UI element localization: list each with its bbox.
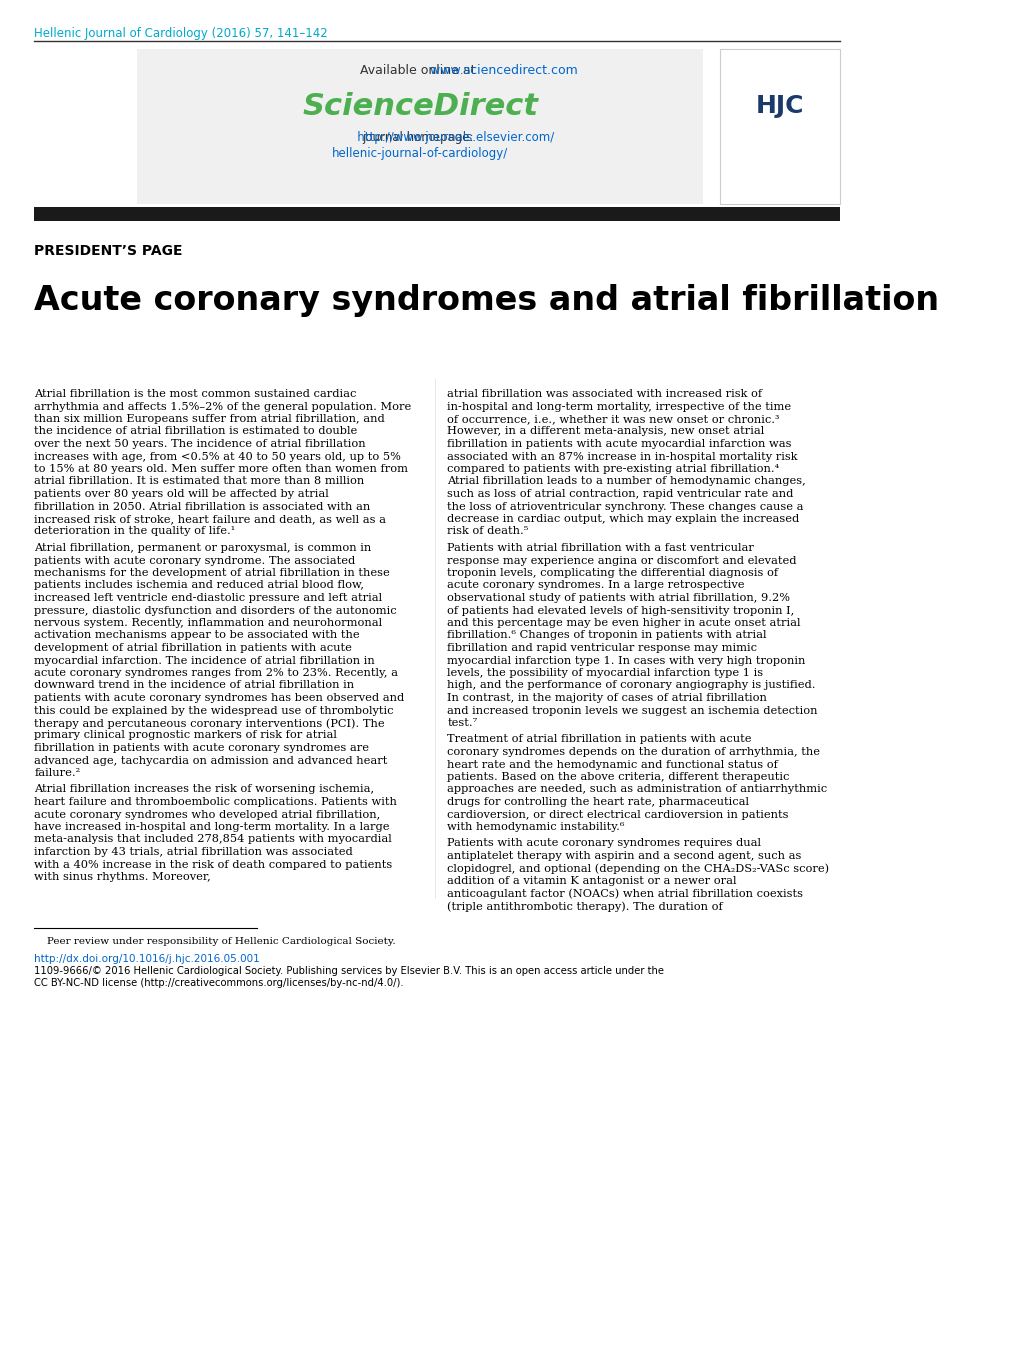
- Text: fibrillation.⁶ Changes of troponin in patients with atrial: fibrillation.⁶ Changes of troponin in pa…: [447, 631, 766, 640]
- Text: the loss of atrioventricular synchrony. These changes cause a: the loss of atrioventricular synchrony. …: [447, 501, 803, 511]
- Text: increases with age, from <0.5% at 40 to 50 years old, up to 5%: increases with age, from <0.5% at 40 to …: [35, 451, 400, 462]
- FancyBboxPatch shape: [137, 49, 702, 204]
- Text: than six million Europeans suffer from atrial fibrillation, and: than six million Europeans suffer from a…: [35, 414, 384, 424]
- FancyBboxPatch shape: [35, 207, 840, 222]
- Text: with a 40% increase in the risk of death compared to patients: with a 40% increase in the risk of death…: [35, 859, 392, 870]
- Text: downward trend in the incidence of atrial fibrillation in: downward trend in the incidence of atria…: [35, 681, 354, 690]
- Text: levels, the possibility of myocardial infarction type 1 is: levels, the possibility of myocardial in…: [447, 669, 763, 678]
- Text: fibrillation and rapid ventricular response may mimic: fibrillation and rapid ventricular respo…: [447, 643, 757, 654]
- Text: troponin levels, complicating the differential diagnosis of: troponin levels, complicating the differ…: [447, 568, 777, 578]
- Text: deterioration in the quality of life.¹: deterioration in the quality of life.¹: [35, 526, 235, 537]
- Text: Atrial fibrillation leads to a number of hemodynamic changes,: Atrial fibrillation leads to a number of…: [447, 477, 805, 487]
- Text: (triple antithrombotic therapy). The duration of: (triple antithrombotic therapy). The dur…: [447, 901, 722, 912]
- Text: patients includes ischemia and reduced atrial blood flow,: patients includes ischemia and reduced a…: [35, 580, 364, 591]
- Text: this could be explained by the widespread use of thrombolytic: this could be explained by the widesprea…: [35, 705, 393, 715]
- Text: PRESIDENT’S PAGE: PRESIDENT’S PAGE: [35, 245, 182, 258]
- Text: with sinus rhythms. Moreover,: with sinus rhythms. Moreover,: [35, 872, 211, 882]
- Text: increased risk of stroke, heart failure and death, as well as a: increased risk of stroke, heart failure …: [35, 514, 386, 525]
- Text: infarction by 43 trials, atrial fibrillation was associated: infarction by 43 trials, atrial fibrilla…: [35, 847, 353, 858]
- Text: Patients with atrial fibrillation with a fast ventricular: Patients with atrial fibrillation with a…: [447, 544, 754, 553]
- Text: of patients had elevated levels of high-sensitivity troponin I,: of patients had elevated levels of high-…: [447, 606, 794, 616]
- Text: addition of a vitamin K antagonist or a newer oral: addition of a vitamin K antagonist or a …: [447, 877, 737, 886]
- Text: therapy and percutaneous coronary interventions (PCI). The: therapy and percutaneous coronary interv…: [35, 718, 384, 728]
- Text: However, in a different meta-analysis, new onset atrial: However, in a different meta-analysis, n…: [447, 427, 764, 436]
- Text: www.sciencedirect.com: www.sciencedirect.com: [262, 64, 578, 77]
- Text: Treatment of atrial fibrillation in patients with acute: Treatment of atrial fibrillation in pati…: [447, 734, 751, 745]
- Text: high, and the performance of coronary angiography is justified.: high, and the performance of coronary an…: [447, 681, 815, 690]
- Text: and this percentage may be even higher in acute onset atrial: and this percentage may be even higher i…: [447, 618, 800, 628]
- Text: primary clinical prognostic markers of risk for atrial: primary clinical prognostic markers of r…: [35, 731, 337, 741]
- Text: heart rate and the hemodynamic and functional status of: heart rate and the hemodynamic and funct…: [447, 760, 777, 769]
- Text: http://dx.doi.org/10.1016/j.hjc.2016.05.001: http://dx.doi.org/10.1016/j.hjc.2016.05.…: [35, 954, 260, 964]
- Text: atrial fibrillation was associated with increased risk of: atrial fibrillation was associated with …: [447, 389, 762, 400]
- Text: patients with acute coronary syndromes has been observed and: patients with acute coronary syndromes h…: [35, 693, 405, 703]
- Text: CC BY-NC-ND license (http://creativecommons.org/licenses/by-nc-nd/4.0/).: CC BY-NC-ND license (http://creativecomm…: [35, 977, 404, 988]
- Text: Acute coronary syndromes and atrial fibrillation: Acute coronary syndromes and atrial fibr…: [35, 284, 938, 317]
- Text: coronary syndromes depends on the duration of arrhythmia, the: coronary syndromes depends on the durati…: [447, 747, 819, 757]
- Text: In contrast, in the majority of cases of atrial fibrillation: In contrast, in the majority of cases of…: [447, 693, 766, 703]
- Text: atrial fibrillation. It is estimated that more than 8 million: atrial fibrillation. It is estimated tha…: [35, 477, 364, 487]
- Text: hellenic-journal-of-cardiology/: hellenic-journal-of-cardiology/: [331, 147, 507, 160]
- Text: Patients with acute coronary syndromes requires dual: Patients with acute coronary syndromes r…: [447, 839, 761, 848]
- Text: in-hospital and long-term mortality, irrespective of the time: in-hospital and long-term mortality, irr…: [447, 401, 791, 412]
- Text: and increased troponin levels we suggest an ischemia detection: and increased troponin levels we suggest…: [447, 705, 817, 715]
- Text: observational study of patients with atrial fibrillation, 9.2%: observational study of patients with atr…: [447, 593, 790, 603]
- Text: journal homepage:: journal homepage:: [362, 130, 477, 144]
- Text: HJC: HJC: [755, 94, 804, 118]
- Text: nervous system. Recently, inflammation and neurohormonal: nervous system. Recently, inflammation a…: [35, 618, 382, 628]
- Text: clopidogrel, and optional (depending on the CHA₂DS₂-VASc score): clopidogrel, and optional (depending on …: [447, 863, 828, 874]
- Text: anticoagulant factor (NOACs) when atrial fibrillation coexists: anticoagulant factor (NOACs) when atrial…: [447, 889, 803, 900]
- Text: over the next 50 years. The incidence of atrial fibrillation: over the next 50 years. The incidence of…: [35, 439, 366, 448]
- Text: compared to patients with pre-existing atrial fibrillation.⁴: compared to patients with pre-existing a…: [447, 463, 779, 474]
- Text: patients with acute coronary syndrome. The associated: patients with acute coronary syndrome. T…: [35, 556, 356, 565]
- Text: meta-analysis that included 278,854 patients with myocardial: meta-analysis that included 278,854 pati…: [35, 834, 391, 844]
- Text: response may experience angina or discomfort and elevated: response may experience angina or discom…: [447, 556, 796, 565]
- Text: development of atrial fibrillation in patients with acute: development of atrial fibrillation in pa…: [35, 643, 352, 654]
- Text: fibrillation in patients with acute myocardial infarction was: fibrillation in patients with acute myoc…: [447, 439, 791, 448]
- Text: acute coronary syndromes who developed atrial fibrillation,: acute coronary syndromes who developed a…: [35, 810, 380, 819]
- Text: cardioversion, or direct electrical cardioversion in patients: cardioversion, or direct electrical card…: [447, 810, 789, 819]
- FancyBboxPatch shape: [719, 49, 840, 204]
- Text: risk of death.⁵: risk of death.⁵: [447, 526, 528, 537]
- Text: approaches are needed, such as administration of antiarrhythmic: approaches are needed, such as administr…: [447, 784, 826, 795]
- Text: patients over 80 years old will be affected by atrial: patients over 80 years old will be affec…: [35, 489, 329, 499]
- Text: 1109-9666/© 2016 Hellenic Cardiological Society. Publishing services by Elsevier: 1109-9666/© 2016 Hellenic Cardiological …: [35, 966, 663, 977]
- Text: drugs for controlling the heart rate, pharmaceutical: drugs for controlling the heart rate, ph…: [447, 796, 749, 807]
- Text: Peer review under responsibility of Hellenic Cardiological Society.: Peer review under responsibility of Hell…: [35, 938, 395, 946]
- Text: mechanisms for the development of atrial fibrillation in these: mechanisms for the development of atrial…: [35, 568, 389, 578]
- Text: such as loss of atrial contraction, rapid ventricular rate and: such as loss of atrial contraction, rapi…: [447, 489, 793, 499]
- Text: decrease in cardiac output, which may explain the increased: decrease in cardiac output, which may ex…: [447, 514, 799, 525]
- Text: advanced age, tachycardia on admission and advanced heart: advanced age, tachycardia on admission a…: [35, 756, 387, 765]
- Text: with hemodynamic instability.⁶: with hemodynamic instability.⁶: [447, 822, 625, 832]
- Text: ScienceDirect: ScienceDirect: [302, 92, 537, 121]
- Text: acute coronary syndromes. In a large retrospective: acute coronary syndromes. In a large ret…: [447, 580, 744, 591]
- Text: activation mechanisms appear to be associated with the: activation mechanisms appear to be assoc…: [35, 631, 360, 640]
- Text: failure.²: failure.²: [35, 768, 81, 777]
- Text: pressure, diastolic dysfunction and disorders of the autonomic: pressure, diastolic dysfunction and diso…: [35, 606, 396, 616]
- Text: fibrillation in patients with acute coronary syndromes are: fibrillation in patients with acute coro…: [35, 743, 369, 753]
- Text: of occurrence, i.e., whether it was new onset or chronic.³: of occurrence, i.e., whether it was new …: [447, 414, 780, 424]
- Text: increased left ventricle end-diastolic pressure and left atrial: increased left ventricle end-diastolic p…: [35, 593, 382, 603]
- Text: Atrial fibrillation increases the risk of worsening ischemia,: Atrial fibrillation increases the risk o…: [35, 784, 374, 795]
- Text: myocardial infarction. The incidence of atrial fibrillation in: myocardial infarction. The incidence of …: [35, 655, 375, 666]
- Text: heart failure and thromboembolic complications. Patients with: heart failure and thromboembolic complic…: [35, 796, 396, 807]
- Text: to 15% at 80 years old. Men suffer more often than women from: to 15% at 80 years old. Men suffer more …: [35, 463, 408, 474]
- Text: myocardial infarction type 1. In cases with very high troponin: myocardial infarction type 1. In cases w…: [447, 655, 805, 666]
- Text: Available online at: Available online at: [360, 64, 479, 77]
- Text: http://www.journals.elsevier.com/: http://www.journals.elsevier.com/: [285, 130, 553, 144]
- Text: antiplatelet therapy with aspirin and a second agent, such as: antiplatelet therapy with aspirin and a …: [447, 851, 801, 862]
- Text: Atrial fibrillation, permanent or paroxysmal, is common in: Atrial fibrillation, permanent or paroxy…: [35, 544, 371, 553]
- Text: associated with an 87% increase in in-hospital mortality risk: associated with an 87% increase in in-ho…: [447, 451, 797, 462]
- Text: arrhythmia and affects 1.5%–2% of the general population. More: arrhythmia and affects 1.5%–2% of the ge…: [35, 401, 411, 412]
- Text: Atrial fibrillation is the most common sustained cardiac: Atrial fibrillation is the most common s…: [35, 389, 357, 400]
- Text: fibrillation in 2050. Atrial fibrillation is associated with an: fibrillation in 2050. Atrial fibrillatio…: [35, 501, 370, 511]
- Text: patients. Based on the above criteria, different therapeutic: patients. Based on the above criteria, d…: [447, 772, 789, 781]
- Text: acute coronary syndromes ranges from 2% to 23%. Recently, a: acute coronary syndromes ranges from 2% …: [35, 669, 397, 678]
- Text: the incidence of atrial fibrillation is estimated to double: the incidence of atrial fibrillation is …: [35, 427, 358, 436]
- Text: test.⁷: test.⁷: [447, 718, 477, 728]
- Text: have increased in-hospital and long-term mortality. In a large: have increased in-hospital and long-term…: [35, 822, 389, 832]
- Text: Hellenic Journal of Cardiology (2016) 57, 141–142: Hellenic Journal of Cardiology (2016) 57…: [35, 27, 328, 39]
